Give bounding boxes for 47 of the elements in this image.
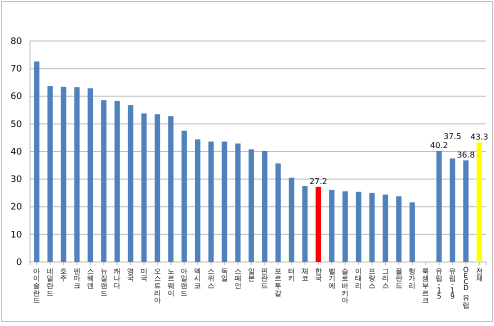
bar <box>329 190 334 262</box>
bar <box>262 150 268 262</box>
bar <box>168 116 174 262</box>
bar <box>222 142 228 262</box>
bar <box>235 143 241 262</box>
bar <box>74 87 80 262</box>
bar <box>194 139 200 262</box>
data-label: 27.2 <box>309 176 328 186</box>
bar <box>476 142 482 262</box>
y-tick-label: 50 <box>10 120 22 130</box>
y-tick-label: 60 <box>10 92 22 102</box>
bar <box>316 186 322 262</box>
y-tick-label: 70 <box>10 64 22 75</box>
bar <box>463 160 469 262</box>
bar <box>208 142 214 262</box>
bar <box>382 194 388 262</box>
bar <box>101 100 106 262</box>
bar <box>288 178 294 262</box>
bar <box>47 86 53 262</box>
y-tick-label: 10 <box>10 230 22 240</box>
bar <box>114 100 120 262</box>
bar <box>450 158 456 262</box>
bar <box>436 150 442 262</box>
data-label: 43.3 <box>470 132 488 142</box>
bar <box>88 88 94 262</box>
data-label: 36.8 <box>456 150 475 160</box>
bar <box>154 114 160 262</box>
bar <box>396 196 402 262</box>
bar <box>60 86 66 262</box>
data-label: 40.2 <box>430 140 448 150</box>
y-tick-label: 80 <box>10 36 22 47</box>
y-tick-label: 20 <box>10 202 22 213</box>
y-tick-label: 40 <box>10 147 22 158</box>
bar <box>141 113 147 262</box>
bar <box>356 192 362 262</box>
bar <box>302 186 308 262</box>
data-label: 37.5 <box>444 132 462 141</box>
bar <box>248 149 254 262</box>
bar <box>342 191 348 262</box>
y-tick-label: 30 <box>10 175 22 186</box>
y-tick-label: 0 <box>16 258 22 268</box>
bar <box>128 105 134 262</box>
bar <box>275 163 281 262</box>
bar <box>182 130 187 262</box>
bar <box>410 202 415 262</box>
bar <box>369 192 375 262</box>
bar <box>34 61 40 262</box>
